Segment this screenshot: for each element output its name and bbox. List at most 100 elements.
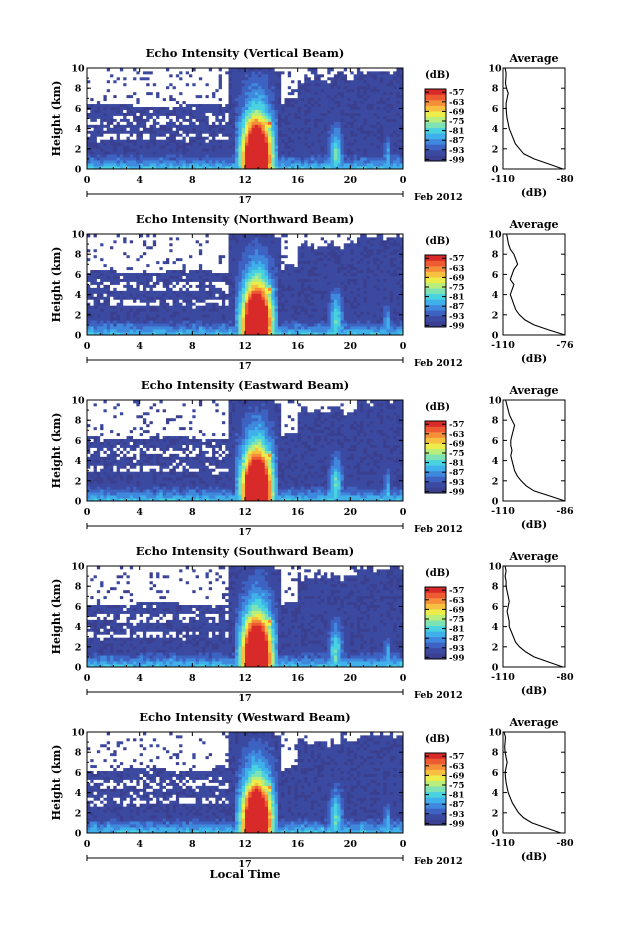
heatmap-cell: [146, 251, 150, 256]
heatmap-cell: [300, 115, 305, 119]
heatmap-cell: [152, 106, 157, 110]
heatmap-cell: [356, 82, 361, 87]
heatmap-cell: [241, 133, 246, 137]
heatmap-cell: [166, 97, 170, 102]
heatmap-cell: [248, 118, 252, 122]
heatmap-cell: [386, 112, 391, 116]
heatmap-cell: [202, 284, 206, 288]
heatmap-cell: [146, 70, 150, 75]
heatmap-cell: [133, 272, 137, 276]
heatmap-cell: [379, 94, 384, 99]
heatmap-cell: [172, 299, 177, 303]
heatmap-cell: [277, 163, 282, 167]
heatmap-cell: [208, 284, 213, 288]
heatmap-cell: [386, 133, 391, 137]
heatmap-cell: [340, 85, 345, 90]
heatmap-cell: [182, 317, 187, 321]
heatmap-cell: [185, 103, 190, 108]
heatmap-cell: [254, 145, 259, 149]
heatmap-cell: [314, 124, 318, 128]
heatmap-cell: [324, 154, 328, 158]
heatmap-cell: [156, 290, 160, 294]
heatmap-cell: [373, 115, 378, 119]
heatmap-cell: [356, 85, 361, 90]
heatmap-cell: [287, 70, 292, 75]
heatmap-cell: [93, 73, 98, 78]
heatmap-cell: [192, 242, 197, 247]
heatmap-cell: [169, 127, 173, 131]
heatmap-cell: [251, 76, 256, 81]
heatmap-cell: [327, 103, 331, 108]
profile-title: Average: [508, 52, 558, 65]
heatmap-cell: [87, 133, 91, 137]
heatmap-cell: [142, 100, 147, 105]
heatmap-cell: [281, 166, 285, 170]
heatmap-cell: [235, 284, 239, 288]
heatmap-cell: [231, 263, 236, 268]
heatmap-cell: [228, 73, 233, 78]
heatmap-cell: [205, 326, 210, 330]
heatmap-cell: [136, 100, 141, 105]
heatmap-cell: [340, 109, 345, 113]
heatmap-cell: [90, 118, 94, 122]
heatmap-cell: [119, 314, 124, 318]
heatmap-cell: [373, 118, 378, 122]
heatmap-cell: [103, 239, 108, 244]
heatmap-cell: [297, 73, 302, 78]
heatmap-cell: [162, 151, 167, 155]
heatmap-cell: [347, 118, 351, 122]
heatmap-cell: [277, 154, 282, 158]
heatmap-cell: [198, 272, 203, 276]
heatmap-cell: [228, 154, 233, 158]
heatmap-cell: [254, 133, 259, 137]
heatmap-cell: [169, 275, 173, 279]
heatmap-cell: [291, 127, 295, 131]
heatmap-cell: [175, 251, 180, 256]
heatmap-cell: [205, 329, 210, 333]
heatmap-cell: [152, 142, 157, 146]
heatmap-cell: [248, 94, 252, 99]
heatmap-cell: [146, 79, 150, 84]
heatmap-cell: [133, 242, 137, 247]
heatmap-cell: [192, 97, 197, 102]
heatmap-cell: [162, 314, 167, 318]
heatmap-cell: [231, 323, 236, 327]
heatmap-cell: [373, 133, 378, 137]
heatmap-cell: [195, 299, 200, 303]
heatmap-cell: [235, 112, 239, 116]
heatmap-cell: [307, 109, 312, 113]
heatmap-cell: [123, 245, 127, 250]
heatmap-cell: [198, 139, 203, 143]
heatmap-cell: [379, 68, 384, 72]
heatmap-cell: [113, 148, 118, 152]
heatmap-cell: [129, 127, 134, 131]
colorbar-step: [425, 144, 446, 151]
heatmap-cell: [192, 302, 197, 306]
heatmap-cell: [307, 139, 312, 143]
heatmap-cell: [386, 121, 391, 125]
heatmap-cell: [248, 73, 252, 78]
heatmap-cell: [264, 166, 269, 170]
heatmap-cell: [146, 145, 150, 149]
heatmap-cell: [179, 290, 183, 294]
heatmap-cell: [205, 234, 210, 238]
heatmap-cell: [162, 317, 167, 321]
heatmap-cell: [320, 106, 325, 110]
heatmap-cell: [93, 320, 98, 324]
heatmap-cell: [393, 127, 397, 131]
heatmap-cell: [353, 139, 358, 143]
heatmap-cell: [123, 281, 127, 285]
y-tick-label: 4: [75, 124, 82, 135]
heatmap-cell: [182, 73, 187, 78]
heatmap-cell: [235, 296, 239, 300]
heatmap-cell: [330, 97, 335, 102]
heatmap-cell: [182, 76, 187, 81]
heatmap-cell: [320, 103, 325, 108]
heatmap-cell: [370, 136, 374, 140]
heatmap-cell: [383, 88, 387, 93]
heatmap-cell: [350, 91, 355, 96]
heatmap-cell: [324, 136, 328, 140]
heatmap-cell: [169, 115, 173, 119]
heatmap-cell: [146, 254, 150, 259]
heatmap-cell: [366, 154, 371, 158]
